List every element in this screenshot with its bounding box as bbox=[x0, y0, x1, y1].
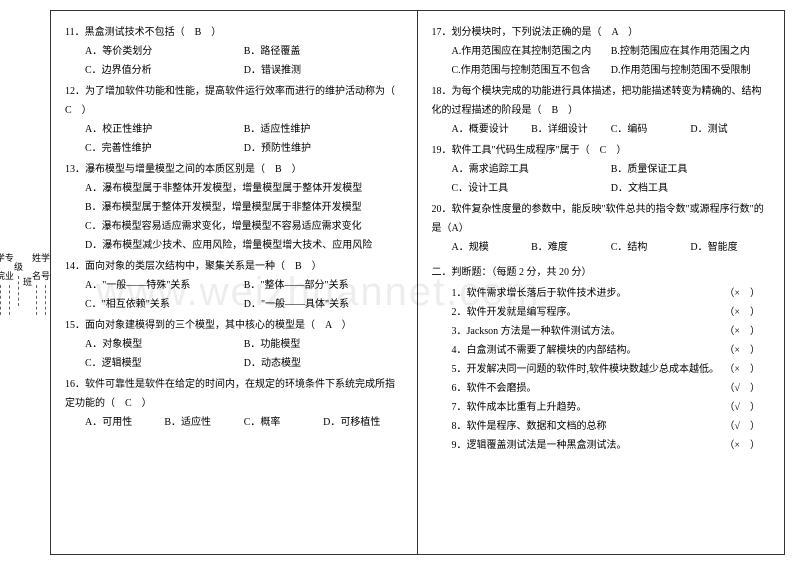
left-column: 11．黑盒测试技术不包括（ B ） A．等价类划分 B．路径覆盖 C．边界值分析… bbox=[51, 11, 418, 554]
question-text: 12．为了增加软件功能和性能，提高软件运行效率而进行的维护活动称为（ C ） bbox=[65, 82, 403, 120]
tf-item: 3．Jackson 方法是一种软件测试方法。 （× ） bbox=[432, 322, 771, 341]
question-text: 11．黑盒测试技术不包括（ B ） bbox=[65, 23, 403, 42]
option: A．等价类划分 bbox=[85, 42, 244, 61]
tf-item: 9．逻辑覆盖测试法是一种黑盒测试法。 （× ） bbox=[432, 436, 771, 455]
binding-label: 学号 bbox=[41, 250, 50, 284]
tf-mark: （× ） bbox=[724, 284, 770, 303]
tf-text: 6．软件不会磨损。 bbox=[452, 379, 537, 398]
question-12: 12．为了增加软件功能和性能，提高软件运行效率而进行的维护活动称为（ C ） A… bbox=[65, 82, 403, 158]
option: B．瀑布模型属于整体开发模型，增量模型属于非整体开发模型 bbox=[85, 198, 403, 217]
option: A．概要设计 bbox=[452, 120, 532, 139]
option: C．编码 bbox=[611, 120, 691, 139]
question-11: 11．黑盒测试技术不包括（ B ） A．等价类划分 B．路径覆盖 C．边界值分析… bbox=[65, 23, 403, 80]
tf-mark: （√ ） bbox=[725, 417, 771, 436]
tf-item: 7．软件成本比重有上升趋势。 （√ ） bbox=[432, 398, 771, 417]
option: B．难度 bbox=[531, 238, 611, 257]
question-13: 13．瀑布模型与增量模型之间的本质区别是（ B ） A．瀑布模型属于非整体开发模… bbox=[65, 160, 403, 255]
tf-mark: （× ） bbox=[724, 436, 770, 455]
question-text: 13．瀑布模型与增量模型之间的本质区别是（ B ） bbox=[65, 160, 403, 179]
option: D．"一般——具体"关系 bbox=[244, 295, 403, 314]
tf-text: 3．Jackson 方法是一种软件测试方法。 bbox=[452, 322, 621, 341]
option: A．需求追踪工具 bbox=[452, 160, 611, 179]
tf-mark: （× ） bbox=[724, 322, 770, 341]
option: C．完善性维护 bbox=[85, 139, 244, 158]
option: B．适应性维护 bbox=[244, 120, 403, 139]
option: B．路径覆盖 bbox=[244, 42, 403, 61]
option: C．"相互依赖"关系 bbox=[85, 295, 244, 314]
option: D．预防性维护 bbox=[244, 139, 403, 158]
option: D．瀑布模型减少技术、应用风险，增量模型增大技术、应用风险 bbox=[85, 236, 403, 255]
tf-mark: （× ） bbox=[724, 341, 770, 360]
option: B．功能模型 bbox=[244, 335, 403, 354]
question-text: 14．面向对象的类层次结构中，聚集关系是一种（ B ） bbox=[65, 257, 403, 276]
option: D．错误推测 bbox=[244, 61, 403, 80]
option: D.作用范围与控制范围不受限制 bbox=[611, 61, 770, 80]
tf-text: 4．白盒测试不需要了解模块的内部结构。 bbox=[452, 341, 637, 360]
tf-item: 5．开发解决同一问题的软件时,软件模块数越少总成本越低。（× ） bbox=[432, 360, 771, 379]
binding-area: 学号 姓名 班 级 专业 学院 bbox=[0, 10, 50, 555]
tf-text: 5．开发解决同一问题的软件时,软件模块数越少总成本越低。 bbox=[452, 360, 720, 379]
tf-item: 2．软件开发就是编写程序。 （× ） bbox=[432, 303, 771, 322]
question-text: 18．为每个模块完成的功能进行具体描述，把功能描述转变为精确的、结构化的过程描述… bbox=[432, 82, 771, 120]
option: B．详细设计 bbox=[531, 120, 611, 139]
option: A．"一般——特殊"关系 bbox=[85, 276, 244, 295]
binding-label: 姓名 bbox=[32, 250, 41, 284]
tf-item: 4．白盒测试不需要了解模块的内部结构。 （× ） bbox=[432, 341, 771, 360]
option: D．文档工具 bbox=[611, 179, 770, 198]
question-14: 14．面向对象的类层次结构中，聚集关系是一种（ B ） A．"一般——特殊"关系… bbox=[65, 257, 403, 314]
tf-item: 6．软件不会磨损。 （√ ） bbox=[432, 379, 771, 398]
option: B．"整体——部分"关系 bbox=[244, 276, 403, 295]
option: A．对象模型 bbox=[85, 335, 244, 354]
option: A．可用性 bbox=[85, 413, 164, 432]
option: C．瀑布模型容易适应需求变化，增量模型不容易适应需求变化 bbox=[85, 217, 403, 236]
binding-label: 级 bbox=[14, 259, 23, 276]
section-title: 二．判断题：（每题 2 分，共 20 分） bbox=[432, 263, 771, 282]
binding-label: 学院 bbox=[0, 250, 5, 284]
tf-text: 9．逻辑覆盖测试法是一种黑盒测试法。 bbox=[452, 436, 627, 455]
exam-page: 11．黑盒测试技术不包括（ B ） A．等价类划分 B．路径覆盖 C．边界值分析… bbox=[50, 10, 785, 555]
option: C．概率 bbox=[244, 413, 323, 432]
option: C．逻辑模型 bbox=[85, 354, 244, 373]
tf-item: 8．软件是程序、数据和文档的总称 （√ ） bbox=[432, 417, 771, 436]
option: D．动态模型 bbox=[244, 354, 403, 373]
option: B.控制范围应在其作用范围之内 bbox=[611, 42, 770, 61]
option: A.作用范围应在其控制范围之内 bbox=[452, 42, 611, 61]
question-text: 16．软件可靠性是软件在给定的时间内，在规定的环境条件下系统完成所指定功能的（ … bbox=[65, 375, 403, 413]
option: B．质量保证工具 bbox=[611, 160, 770, 179]
tf-mark: （√ ） bbox=[725, 379, 771, 398]
option: B．适应性 bbox=[164, 413, 243, 432]
question-16: 16．软件可靠性是软件在给定的时间内，在规定的环境条件下系统完成所指定功能的（ … bbox=[65, 375, 403, 432]
tf-item: 1．软件需求增长落后于软件技术进步。 （× ） bbox=[432, 284, 771, 303]
option: C．结构 bbox=[611, 238, 691, 257]
tf-mark: （× ） bbox=[724, 360, 770, 379]
tf-mark: （× ） bbox=[724, 303, 770, 322]
option: C．设计工具 bbox=[452, 179, 611, 198]
option: D．可移植性 bbox=[323, 413, 402, 432]
option: D．智能度 bbox=[690, 238, 770, 257]
tf-text: 7．软件成本比重有上升趋势。 bbox=[452, 398, 587, 417]
right-column: 17．划分模块时，下列说法正确的是（ A ） A.作用范围应在其控制范围之内 B… bbox=[418, 11, 785, 554]
question-15: 15．面向对象建模得到的三个模型，其中核心的模型是（ A ） A．对象模型 B．… bbox=[65, 316, 403, 373]
tf-mark: （√ ） bbox=[725, 398, 771, 417]
tf-text: 1．软件需求增长落后于软件技术进步。 bbox=[452, 284, 627, 303]
tf-text: 8．软件是程序、数据和文档的总称 bbox=[452, 417, 607, 436]
binding-label: 专业 bbox=[5, 250, 14, 284]
option: A．校正性维护 bbox=[85, 120, 244, 139]
question-text: 19．软件工具"代码生成程序"属于（ C ） bbox=[432, 141, 771, 160]
question-text: 20．软件复杂性度量的参数中，能反映"软件总共的指令数"或源程序行数"的是（A） bbox=[432, 200, 771, 238]
question-text: 15．面向对象建模得到的三个模型，其中核心的模型是（ A ） bbox=[65, 316, 403, 335]
option: A．瀑布模型属于非整体开发模型，增量模型属于整体开发模型 bbox=[85, 179, 403, 198]
question-18: 18．为每个模块完成的功能进行具体描述，把功能描述转变为精确的、结构化的过程描述… bbox=[432, 82, 771, 139]
question-19: 19．软件工具"代码生成程序"属于（ C ） A．需求追踪工具 B．质量保证工具… bbox=[432, 141, 771, 198]
option: C.作用范围与控制范围互不包含 bbox=[452, 61, 611, 80]
tf-text: 2．软件开发就是编写程序。 bbox=[452, 303, 577, 322]
option: A．规模 bbox=[452, 238, 532, 257]
option: C．边界值分析 bbox=[85, 61, 244, 80]
question-text: 17．划分模块时，下列说法正确的是（ A ） bbox=[432, 23, 771, 42]
question-17: 17．划分模块时，下列说法正确的是（ A ） A.作用范围应在其控制范围之内 B… bbox=[432, 23, 771, 80]
binding-label: 班 bbox=[23, 274, 32, 291]
option: D．测试 bbox=[690, 120, 770, 139]
question-20: 20．软件复杂性度量的参数中，能反映"软件总共的指令数"或源程序行数"的是（A）… bbox=[432, 200, 771, 257]
